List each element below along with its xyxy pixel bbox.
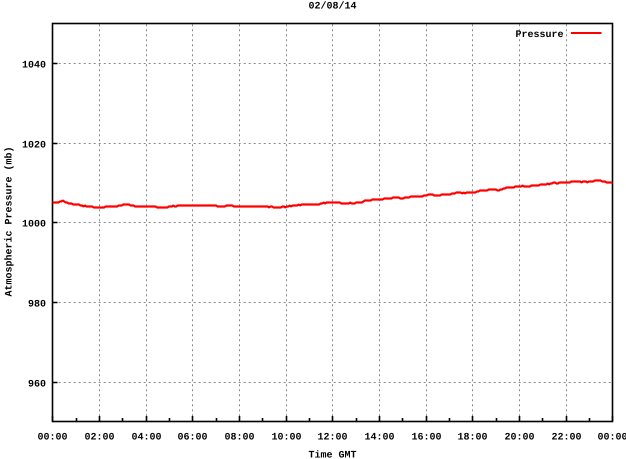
svg-text:10:00: 10:00 [271, 433, 301, 444]
svg-text:06:00: 06:00 [177, 433, 207, 444]
svg-text:20:00: 20:00 [504, 433, 534, 444]
svg-text:00:00: 00:00 [597, 433, 626, 444]
svg-text:1000: 1000 [22, 220, 46, 231]
svg-text:1020: 1020 [22, 141, 46, 152]
svg-text:1040: 1040 [22, 61, 46, 72]
svg-text:Atmospheric Pressure (mb): Atmospheric Pressure (mb) [4, 146, 16, 296]
svg-text:Pressure: Pressure [515, 30, 563, 41]
svg-text:22:00: 22:00 [551, 433, 581, 444]
svg-text:980: 980 [28, 300, 46, 311]
svg-text:960: 960 [28, 380, 46, 391]
svg-text:14:00: 14:00 [364, 433, 394, 444]
svg-text:08:00: 08:00 [224, 433, 254, 444]
svg-text:12:00: 12:00 [317, 433, 347, 444]
svg-text:Time GMT: Time GMT [308, 450, 356, 459]
svg-text:02/08/14: 02/08/14 [308, 1, 356, 13]
svg-text:02:00: 02:00 [84, 433, 114, 444]
svg-text:16:00: 16:00 [411, 433, 441, 444]
svg-text:04:00: 04:00 [131, 433, 161, 444]
svg-text:18:00: 18:00 [457, 433, 487, 444]
svg-text:00:00: 00:00 [37, 433, 67, 444]
